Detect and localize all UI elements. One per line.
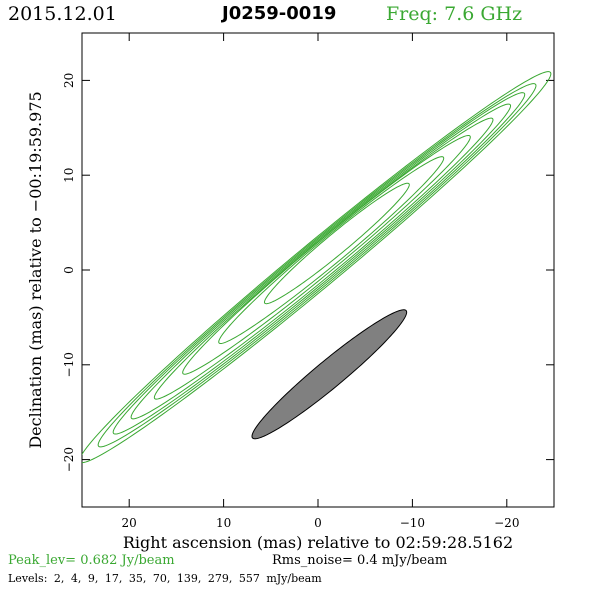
contour-2	[97, 83, 537, 448]
axis-ticks	[82, 33, 554, 507]
y-tick-label: 10	[62, 168, 76, 183]
beam-group	[251, 309, 408, 440]
x-tick-label: −20	[494, 516, 519, 530]
y-tick-label: 20	[62, 73, 76, 88]
contour-lines	[82, 71, 552, 464]
y-tick-label: −20	[62, 447, 76, 472]
x-tick-label: 20	[122, 516, 137, 530]
peak-level: Peak_lev= 0.682 Jy/beam	[8, 553, 175, 568]
rms-noise: Rms_noise= 0.4 mJy/beam	[272, 553, 448, 568]
x-tick-label: 10	[216, 516, 231, 530]
x-tick-label: 0	[314, 516, 322, 530]
plot-frame	[81, 32, 555, 508]
beam-ellipse	[251, 309, 408, 440]
source-name: J0259-0019	[222, 3, 337, 24]
epoch-date: 2015.12.01	[8, 3, 117, 25]
contour-levels: Levels: 2, 4, 9, 17, 35, 70, 139, 279, 5…	[8, 572, 322, 585]
axis-tick-labels: 20 10 0 −10 −20 20 10 0 −10 −20	[62, 73, 519, 530]
contour-1	[82, 71, 552, 464]
contour-8	[263, 182, 410, 305]
y-axis-label: Declination (mas) relative to −00:19:59.…	[26, 91, 45, 448]
y-tick-label: 0	[62, 266, 76, 274]
x-axis-label: Right ascension (mas) relative to 02:59:…	[123, 533, 513, 552]
x-tick-label: −10	[400, 516, 425, 530]
y-tick-label: −10	[62, 352, 76, 377]
contour-6	[182, 134, 471, 375]
contour-4	[130, 103, 512, 420]
contour-5	[153, 117, 494, 400]
frequency-label: Freq: 7.6 GHz	[386, 3, 523, 25]
contour-7	[218, 156, 445, 345]
contour-3	[112, 92, 526, 435]
